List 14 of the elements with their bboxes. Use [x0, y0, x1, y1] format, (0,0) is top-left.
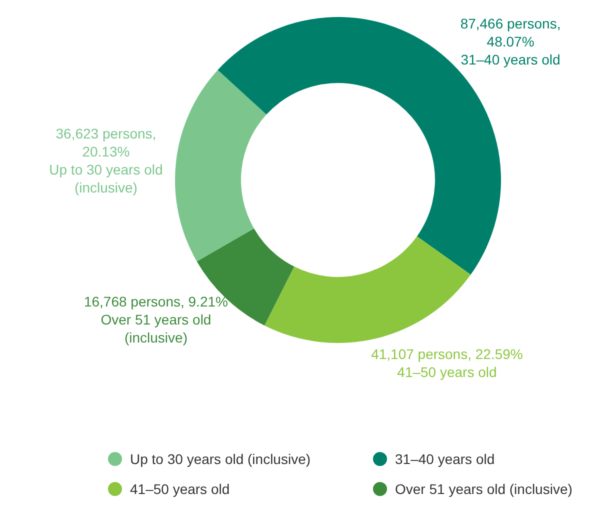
legend-label: Up to 30 years old (inclusive) [130, 451, 311, 467]
donut-slice [175, 70, 266, 262]
data-label: 16,768 persons, 9.21% [84, 293, 228, 310]
data-label: 87,466 persons, 48.07% [460, 16, 561, 50]
legend-label: 31–40 years old [395, 451, 495, 467]
data-label: 41,107 persons, 22.59% [371, 346, 523, 362]
legend-label: 41–50 years old [130, 481, 230, 497]
slice-label: Over 51 years old (inclusive) [100, 311, 212, 346]
slice-label: 31–40 years old [460, 52, 560, 68]
donut-slice [264, 236, 471, 343]
legend-label: Over 51 years old (inclusive) [395, 481, 572, 497]
slice-label: 41–50 years old [397, 364, 497, 380]
data-label: 36,623 persons, 20.13% [56, 126, 156, 160]
slice-label: Up to 30 years old (inclusive) [49, 162, 163, 196]
